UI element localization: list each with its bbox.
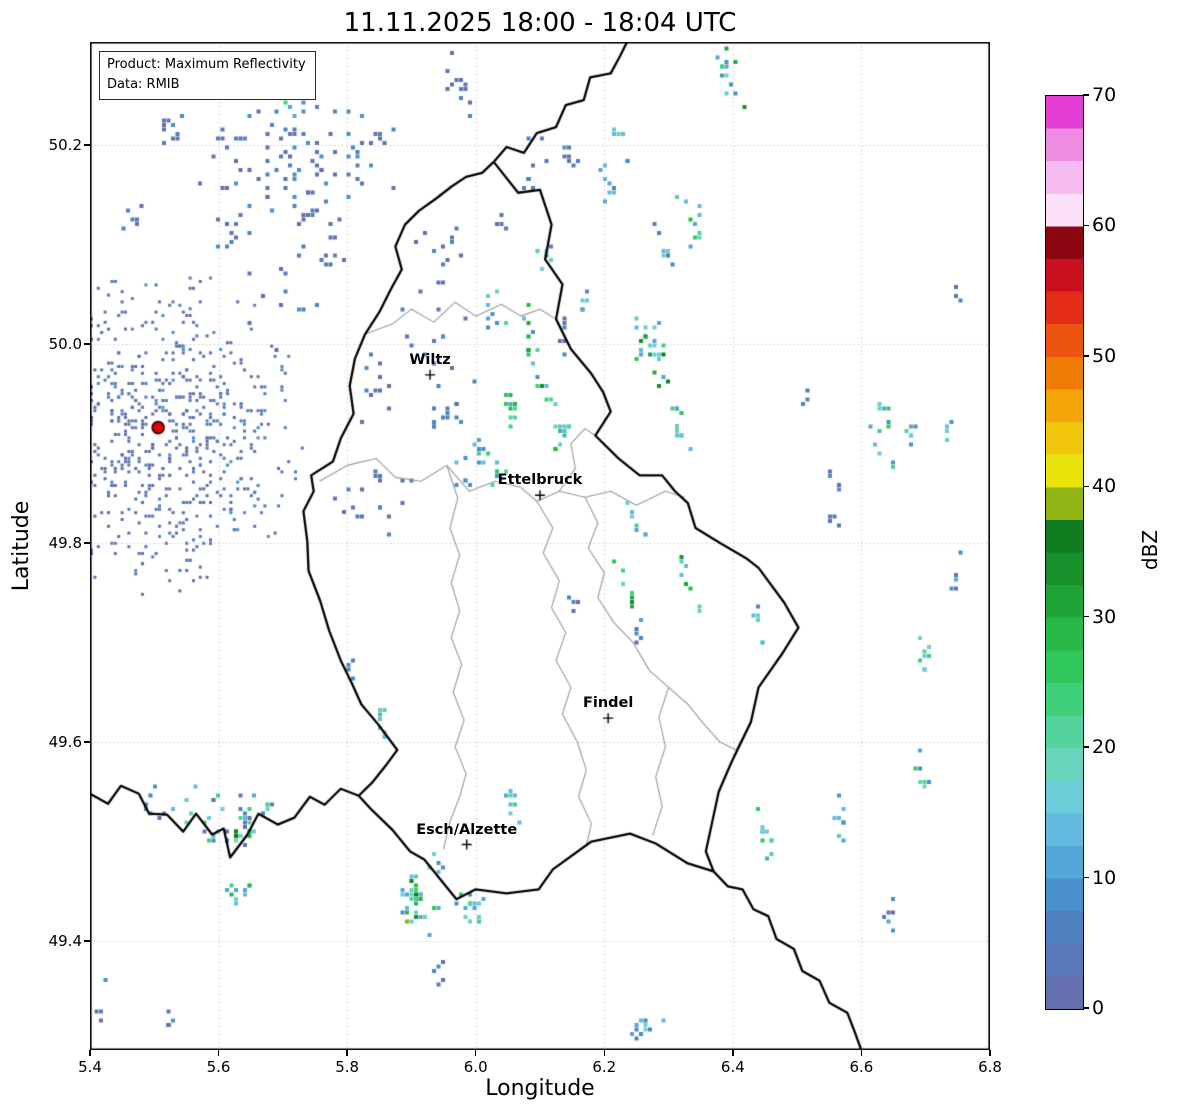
colorbar-tick-label: 50	[1092, 344, 1117, 367]
product-info-box: Product: Maximum Reflectivity Data: RMIB	[99, 51, 316, 100]
tick-mark	[603, 1050, 605, 1056]
tick-mark	[1083, 94, 1089, 96]
radar-map-canvas	[90, 42, 990, 1050]
x-tick-label: 6.2	[592, 1058, 617, 1076]
tick-mark	[84, 144, 90, 146]
tick-mark	[1083, 616, 1089, 618]
colorbar-unit-label: dBZ	[1138, 529, 1162, 571]
tick-mark	[1083, 1007, 1089, 1009]
tick-mark	[475, 1050, 477, 1056]
figure-title: 11.11.2025 18:00 - 18:04 UTC	[343, 8, 737, 38]
tick-mark	[1083, 485, 1089, 487]
x-tick-label: 6.4	[720, 1058, 745, 1076]
tick-mark	[89, 1050, 91, 1056]
tick-mark	[860, 1050, 863, 1056]
data-source-line: Data: RMIB	[107, 76, 180, 92]
y-tick-label: 49.4	[48, 932, 82, 951]
y-tick-label: 50.2	[48, 135, 82, 154]
x-tick-label: 5.6	[206, 1058, 231, 1076]
tick-mark	[217, 1050, 220, 1056]
tick-mark	[84, 343, 90, 345]
tick-mark	[1083, 224, 1089, 227]
colorbar-tick-label: 20	[1092, 736, 1117, 759]
product-line: Product: Maximum Reflectivity	[107, 57, 306, 72]
x-tick-label: 5.4	[78, 1058, 102, 1076]
colorbar	[1045, 95, 1084, 1010]
y-tick-label: 49.8	[48, 534, 82, 552]
tick-mark	[1083, 876, 1089, 879]
x-tick-label: 5.8	[335, 1058, 360, 1076]
x-tick-label: 6.0	[463, 1058, 488, 1076]
city-label-wiltz: Wiltz	[409, 351, 451, 368]
city-label-findel: Findel	[582, 695, 634, 712]
y-tick-label: 49.6	[48, 733, 82, 752]
y-tick-label: 50.0	[48, 335, 82, 353]
city-label-ettelbruck: Ettelbruck	[497, 472, 583, 489]
colorbar-tick-label: 0	[1092, 997, 1105, 1019]
colorbar-tick-label: 60	[1092, 214, 1117, 237]
tick-mark	[84, 542, 90, 544]
plot-area: Product: Maximum Reflectivity Data: RMIB…	[90, 42, 990, 1050]
tick-mark	[1083, 355, 1089, 357]
x-tick-label: 6.6	[849, 1058, 874, 1076]
x-axis-label: Longitude	[485, 1076, 595, 1101]
colorbar-tick-label: 30	[1092, 605, 1117, 628]
tick-mark	[732, 1050, 734, 1056]
colorbar-tick-label: 40	[1092, 475, 1117, 498]
colorbar-tick-label: 70	[1092, 84, 1117, 106]
tick-mark	[1083, 746, 1089, 748]
x-tick-label: 6.8	[978, 1058, 1002, 1076]
tick-mark	[84, 741, 90, 743]
colorbar-gradient	[1046, 96, 1083, 1009]
tick-mark	[346, 1050, 348, 1056]
city-label-esch-alzette: Esch/Alzette	[416, 821, 518, 838]
tick-mark	[989, 1050, 991, 1056]
colorbar-tick-label: 10	[1092, 866, 1117, 889]
y-axis-label: Latitude	[9, 500, 34, 592]
tick-mark	[84, 940, 90, 942]
